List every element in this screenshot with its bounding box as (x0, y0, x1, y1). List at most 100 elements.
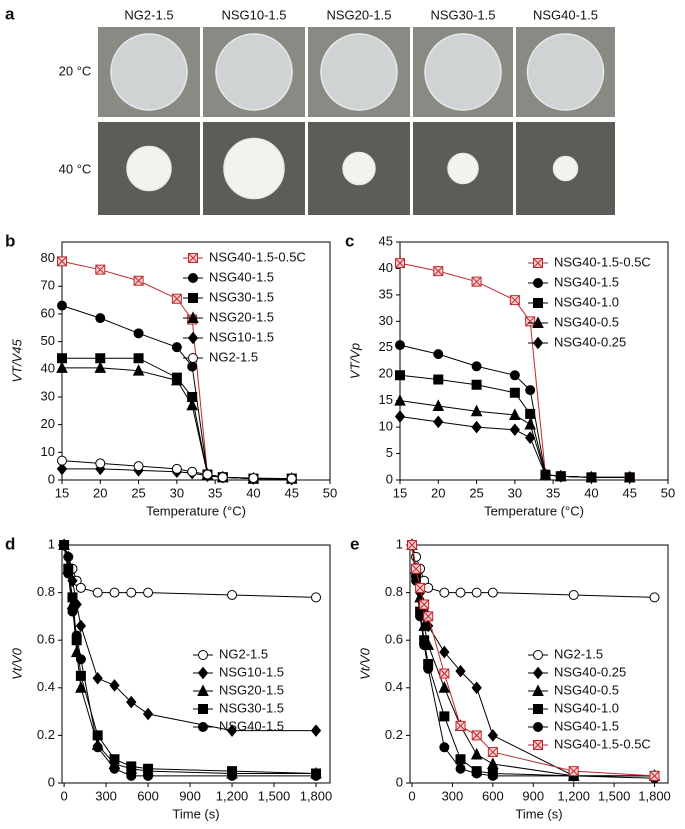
marker (188, 273, 198, 283)
marker (432, 399, 445, 411)
marker (202, 469, 213, 480)
marker (226, 724, 238, 737)
photo-row-label: 40 °C (59, 161, 92, 176)
series-line (63, 544, 317, 598)
marker (532, 336, 544, 350)
marker (109, 679, 120, 692)
marker (415, 582, 426, 593)
marker (286, 473, 297, 484)
x-tick-label: 600 (137, 788, 159, 803)
marker (92, 671, 103, 685)
marker (133, 461, 144, 472)
marker (56, 462, 68, 476)
marker (433, 374, 444, 385)
legend-label: NSG30-1.5 (209, 289, 274, 304)
marker (419, 599, 430, 610)
x-tick-label: 1,500 (258, 788, 291, 803)
hydrogel (110, 33, 188, 111)
marker (455, 763, 466, 774)
x-tick-label: 25 (469, 485, 483, 500)
marker (126, 761, 137, 772)
legend-label: NSG40-1.5-0.5C (554, 254, 651, 269)
plot-frame (409, 544, 669, 784)
marker (525, 385, 536, 396)
x-tick-label: 1,800 (300, 788, 333, 803)
marker (533, 258, 543, 268)
legend-label: NSG40-0.25 (554, 664, 626, 679)
marker (423, 611, 434, 622)
panel-label: c (345, 231, 354, 250)
marker (63, 568, 74, 579)
y-tick-label: 40 (41, 361, 55, 376)
plot-frame (61, 544, 331, 784)
x-tick-label: 40 (584, 485, 598, 500)
marker (143, 587, 154, 598)
marker (407, 540, 418, 550)
x-tick-label: 1,500 (598, 788, 631, 803)
marker (487, 770, 498, 781)
panel-label: b (5, 231, 15, 250)
legend-label: NSG40-1.5 (219, 718, 284, 733)
marker (56, 361, 68, 373)
x-tick-label: 600 (482, 788, 504, 803)
marker (433, 349, 444, 360)
x-tick-label: 30 (170, 485, 184, 500)
x-tick-label: 50 (661, 485, 675, 500)
hydrogel (215, 33, 293, 111)
marker (198, 650, 208, 660)
x-tick-label: 25 (131, 485, 145, 500)
y-tick-label: 10 (379, 419, 393, 434)
marker (509, 295, 520, 306)
y-tick-label: 50 (41, 333, 55, 348)
marker (439, 668, 450, 679)
x-tick-label: 1,800 (638, 788, 671, 803)
marker (198, 722, 208, 732)
x-tick-label: 20 (431, 485, 445, 500)
x-tick-label: 35 (546, 485, 560, 500)
marker (439, 587, 450, 598)
y-tick-label: 0 (48, 471, 55, 486)
y-tick-label: 5 (386, 445, 393, 460)
marker (109, 754, 120, 765)
panel-label: a (5, 4, 15, 23)
y-tick-label: 0 (386, 471, 393, 486)
x-tick-label: 900 (179, 788, 201, 803)
marker (487, 747, 498, 758)
x-tick-label: 900 (522, 788, 544, 803)
photo-column-label: NSG10-1.5 (221, 7, 286, 22)
marker (126, 587, 137, 598)
legend-label: NSG20-1.5 (209, 309, 274, 324)
hydrogel (320, 33, 398, 111)
marker (197, 684, 209, 696)
marker (75, 582, 86, 593)
x-tick-label: 0 (60, 788, 67, 803)
legend-label: NSG10-1.5 (219, 664, 284, 679)
hydrogel (447, 152, 479, 185)
marker (394, 394, 406, 406)
marker (186, 398, 198, 411)
x-tick-label: 45 (284, 485, 298, 500)
marker (171, 342, 182, 353)
photo-row-label: 20 °C (59, 63, 92, 78)
marker (525, 316, 536, 327)
legend-label: NSG40-1.0 (554, 700, 619, 715)
marker (142, 707, 154, 721)
marker (471, 587, 482, 598)
marker (509, 370, 520, 381)
marker (248, 473, 259, 484)
marker (470, 404, 483, 417)
y-axis-label: Vt/V0 (9, 647, 24, 680)
marker (92, 587, 103, 598)
marker (75, 681, 87, 693)
y-tick-label: 70 (41, 278, 55, 293)
y-tick-label: 0.6 (385, 632, 403, 647)
marker (57, 353, 67, 364)
y-tick-label: 35 (379, 286, 393, 301)
marker (419, 639, 430, 650)
marker (455, 664, 466, 678)
x-tick-label: 30 (508, 485, 522, 500)
marker (586, 471, 597, 484)
marker (471, 276, 482, 287)
hydrogel (223, 137, 285, 200)
